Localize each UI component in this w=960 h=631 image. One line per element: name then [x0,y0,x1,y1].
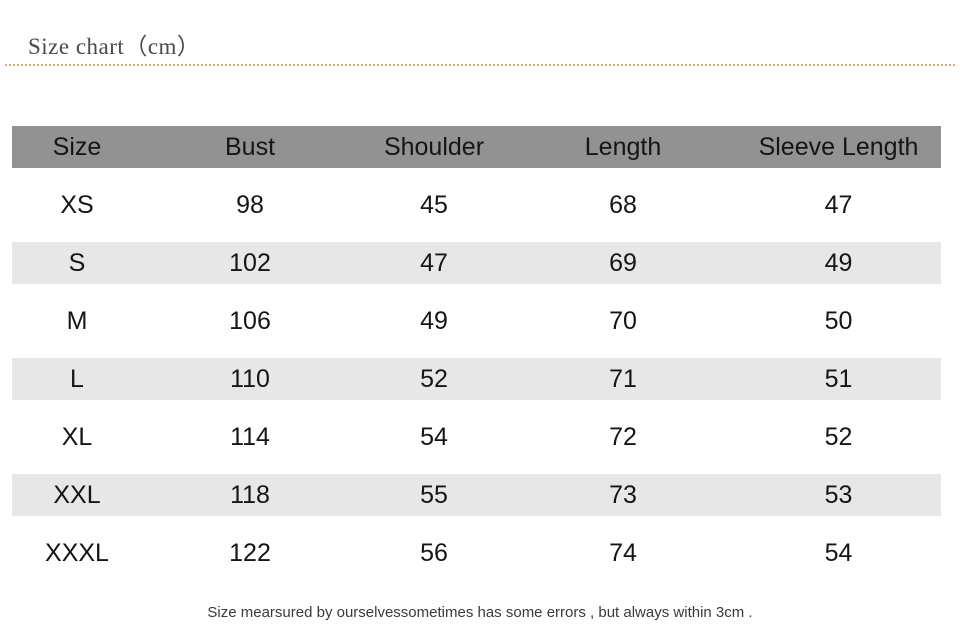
sleeve-length-cell: 54 [824,538,853,567]
bust-cell: 122 [229,538,271,567]
table-row-m: M 106 49 70 50 [12,300,941,342]
column-header-shoulder: Shoulder [358,126,510,168]
bust-cell: 98 [236,190,264,219]
size-cell: XS [60,190,94,219]
measurement-note: Size mearsured by ourselvessometimes has… [207,604,753,621]
size-cell: XL [61,422,93,451]
shoulder-cell: 54 [420,422,448,451]
length-cell: 73 [510,474,736,516]
page-title: Size chart（cm） [28,34,201,59]
table-row-xs: XS 98 45 68 47 [12,184,941,226]
size-cell: S [12,242,142,284]
table-row-xxl: XXL 118 55 73 53 [12,474,941,516]
column-header-sleeve-length: Sleeve Length [736,126,941,168]
shoulder-cell: 55 [358,474,510,516]
bust-cell: 110 [142,358,358,400]
sleeve-length-cell: 51 [736,358,941,400]
table-row-s: S 102 47 69 49 [12,242,941,284]
sleeve-length-cell: 52 [824,422,853,451]
bust-cell: 106 [229,306,271,335]
length-cell: 70 [609,306,637,335]
length-cell: 69 [510,242,736,284]
shoulder-cell: 56 [420,538,448,567]
column-header-bust: Bust [142,126,358,168]
sleeve-length-cell: 49 [736,242,941,284]
dotted-divider [5,64,955,66]
bust-cell: 114 [230,422,270,451]
size-cell: XXXL [45,538,109,567]
table-row-l: L 110 52 71 51 [12,358,941,400]
size-chart-table: Size Bust Shoulder Length Sleeve Length … [12,110,941,590]
sleeve-length-cell: 47 [824,190,853,219]
shoulder-cell: 52 [358,358,510,400]
size-cell: M [66,306,88,335]
length-cell: 72 [609,422,637,451]
size-cell: XXL [12,474,142,516]
column-header-size: Size [12,126,142,168]
sleeve-length-cell: 50 [824,306,853,335]
size-cell: L [12,358,142,400]
table-row-xxxl: XXXL 122 56 74 54 [12,532,941,574]
length-cell: 71 [510,358,736,400]
sleeve-length-cell: 53 [736,474,941,516]
length-cell: 68 [609,190,637,219]
shoulder-cell: 47 [358,242,510,284]
column-header-length: Length [510,126,736,168]
length-cell: 74 [609,538,637,567]
table-row-xl: XL 114 54 72 52 [12,416,941,458]
shoulder-cell: 49 [420,306,448,335]
shoulder-cell: 45 [420,190,448,219]
bust-cell: 102 [142,242,358,284]
header-row: Size Bust Shoulder Length Sleeve Length [12,126,941,168]
bust-cell: 118 [142,474,358,516]
